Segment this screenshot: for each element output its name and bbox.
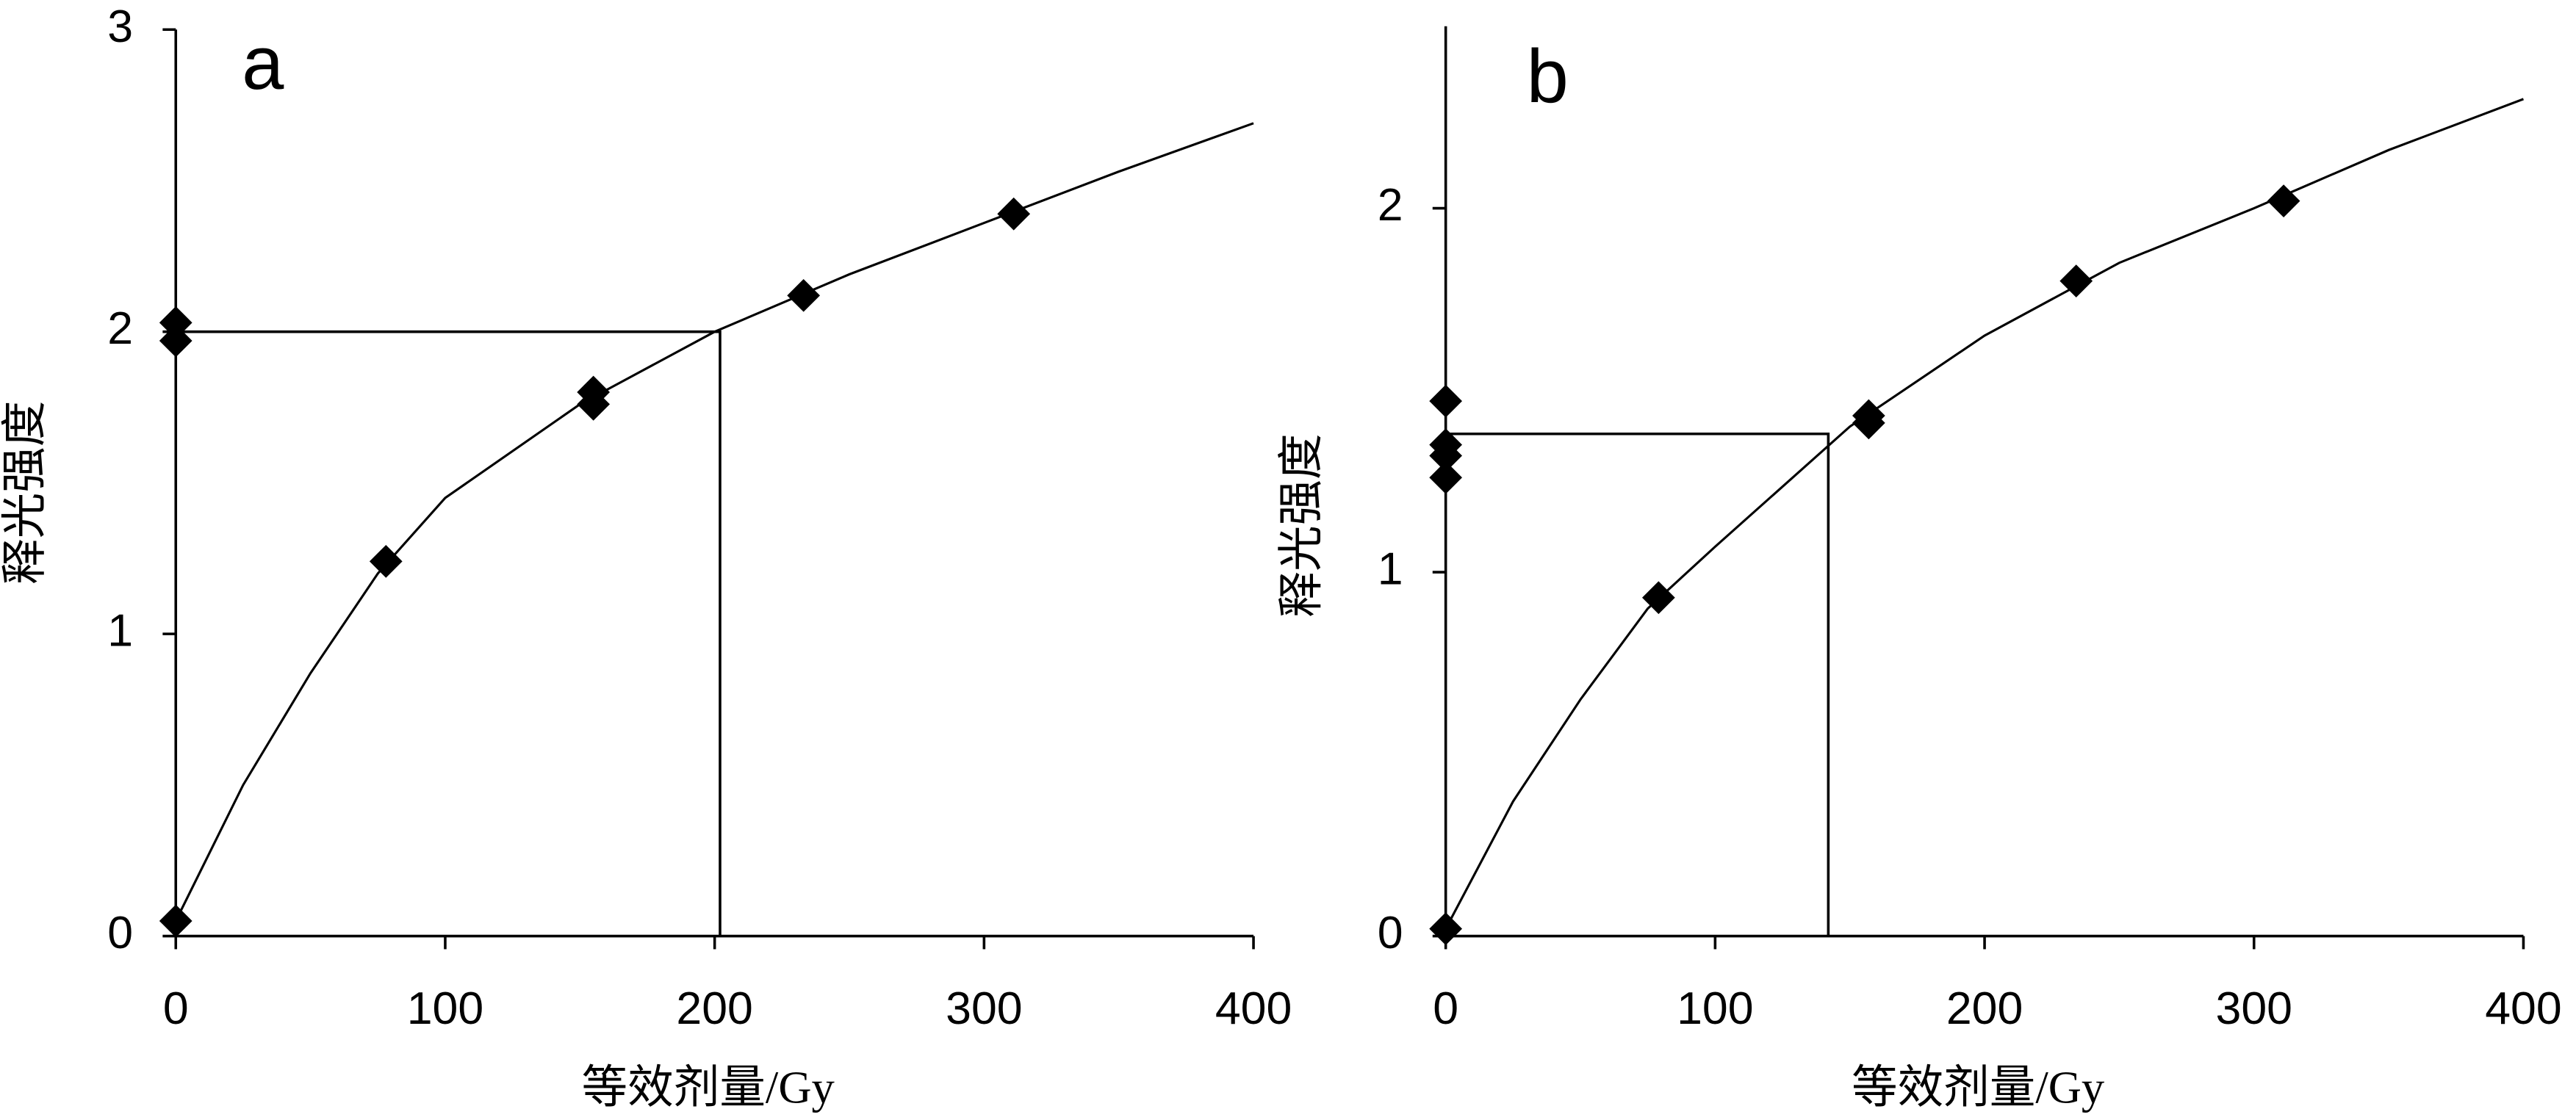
x-axis-label: 等效剂量/Gy xyxy=(582,1061,835,1113)
x-tick-label: 100 xyxy=(1677,983,1753,1034)
y-axis-label: 释光强度 xyxy=(1276,433,1327,617)
x-tick-label: 300 xyxy=(2216,983,2292,1034)
data-point xyxy=(1429,384,1463,418)
data-point xyxy=(997,197,1031,231)
y-tick-label: 0 xyxy=(107,907,133,958)
x-tick-label: 0 xyxy=(163,983,189,1034)
x-tick-label: 400 xyxy=(1215,983,1292,1034)
data-point xyxy=(787,278,821,312)
x-tick-label: 400 xyxy=(2485,983,2561,1034)
panel-label: a xyxy=(242,21,284,105)
data-point xyxy=(1429,460,1463,494)
data-point xyxy=(159,324,193,358)
x-tick-label: 300 xyxy=(946,983,1022,1034)
x-axis-label: 等效剂量/Gy xyxy=(1852,1061,2105,1113)
panel-label: b xyxy=(1527,34,1569,118)
y-tick-label: 1 xyxy=(107,605,133,657)
x-tick-label: 200 xyxy=(676,983,752,1034)
y-axis-label: 释光强度 xyxy=(0,401,51,585)
data-point xyxy=(2059,264,2093,297)
fit-curve xyxy=(174,122,1254,922)
reference-line xyxy=(1445,432,1830,936)
data-point xyxy=(1429,912,1463,946)
data-point xyxy=(1852,406,1885,440)
y-tick-label: 2 xyxy=(107,303,133,354)
data-point xyxy=(1641,581,1675,615)
x-tick-label: 200 xyxy=(1946,983,2023,1034)
y-tick-label: 0 xyxy=(1378,907,1403,958)
y-tick-label: 1 xyxy=(1378,543,1403,595)
x-tick-label: 100 xyxy=(407,983,483,1034)
data-point xyxy=(577,388,610,421)
data-point xyxy=(159,306,193,339)
reference-line xyxy=(176,330,722,936)
fit-curve xyxy=(1444,98,2525,930)
x-tick-label: 0 xyxy=(1433,983,1458,1034)
data-point xyxy=(159,904,193,938)
data-point xyxy=(369,545,403,578)
y-tick-label: 2 xyxy=(1378,179,1403,231)
y-tick-label: 3 xyxy=(107,1,133,52)
